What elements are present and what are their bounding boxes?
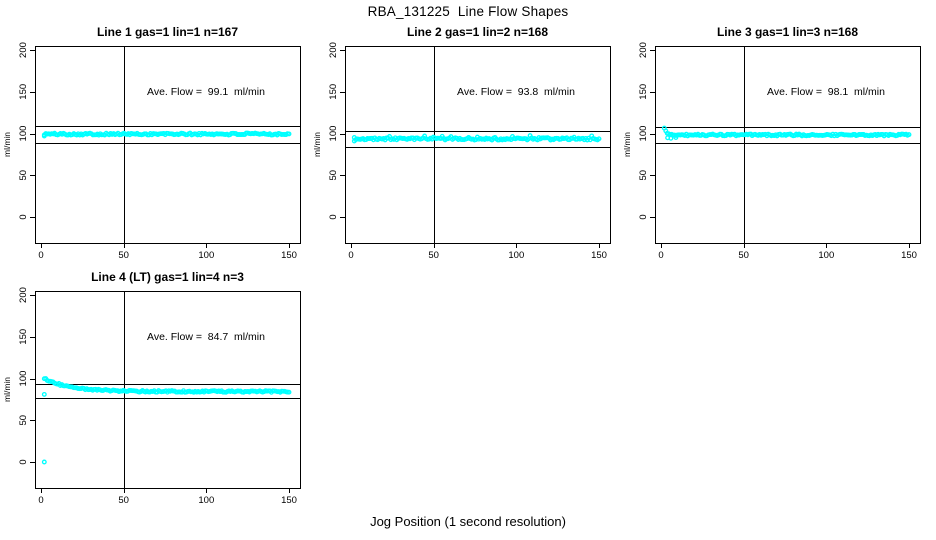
- svg-text:0: 0: [328, 214, 339, 219]
- y-axis-title: ml/min: [2, 377, 12, 402]
- plot-box: [345, 46, 611, 244]
- svg-text:0: 0: [18, 459, 29, 464]
- plot-4: 0 50 100 150 0 50 100 150 200 ml/min: [2, 287, 301, 506]
- plot-3-ave-flow-annotation: Ave. Flow = 98.1 ml/min: [767, 86, 885, 98]
- data-points: [41, 376, 292, 465]
- svg-text:50: 50: [738, 250, 749, 261]
- svg-text:50: 50: [118, 250, 129, 261]
- x-axis-ticks: 0 50 100 150: [38, 243, 297, 261]
- svg-text:150: 150: [281, 250, 297, 261]
- plot-4-title: Line 4 (LT) gas=1 lin=4 n=3: [91, 270, 244, 284]
- svg-text:100: 100: [328, 126, 339, 142]
- plot-1-ave-flow-annotation: Ave. Flow = 99.1 ml/min: [147, 86, 265, 98]
- svg-text:100: 100: [198, 495, 214, 506]
- svg-text:150: 150: [591, 250, 607, 261]
- x-axis-ticks: 0 50 100 150: [658, 243, 917, 261]
- y-axis-title: ml/min: [312, 132, 322, 157]
- reference-lines: [35, 46, 300, 243]
- x-axis-label: Jog Position (1 second resolution): [370, 514, 566, 529]
- svg-text:150: 150: [281, 495, 297, 506]
- plot-3: 0 50 100 150 0 50 100 150 200 ml/min: [622, 42, 921, 261]
- x-axis-ticks: 0 50 100 150: [348, 243, 607, 261]
- svg-text:0: 0: [638, 214, 649, 219]
- data-points: [41, 130, 292, 139]
- y-axis-ticks: 0 50 100 150 200: [18, 287, 35, 465]
- svg-text:150: 150: [901, 250, 917, 261]
- svg-text:100: 100: [18, 126, 29, 142]
- svg-text:50: 50: [328, 170, 339, 181]
- y-axis-ticks: 0 50 100 150 200: [638, 42, 655, 220]
- x-axis-ticks: 0 50 100 150: [38, 488, 297, 506]
- y-axis-ticks: 0 50 100 150 200: [18, 42, 35, 220]
- data-points: [351, 133, 602, 144]
- y-axis-title: ml/min: [622, 132, 632, 157]
- svg-text:100: 100: [508, 250, 524, 261]
- plot-box: [35, 291, 301, 489]
- svg-text:200: 200: [18, 42, 29, 58]
- svg-text:150: 150: [18, 329, 29, 345]
- svg-text:200: 200: [638, 42, 649, 58]
- svg-text:200: 200: [328, 42, 339, 58]
- svg-text:100: 100: [638, 126, 649, 142]
- plot-2: 0 50 100 150 0 50 100 150 200 ml/min: [312, 42, 611, 261]
- svg-text:0: 0: [658, 250, 663, 261]
- y-axis-ticks: 0 50 100 150 200: [328, 42, 345, 220]
- svg-text:0: 0: [38, 250, 43, 261]
- plot-4-ave-flow-annotation: Ave. Flow = 84.7 ml/min: [147, 331, 265, 343]
- plot-3-title: Line 3 gas=1 lin=3 n=168: [716, 25, 859, 39]
- y-axis-title: ml/min: [2, 132, 12, 157]
- data-points: [661, 125, 912, 141]
- svg-text:50: 50: [428, 250, 439, 261]
- plot-2-ave-flow-annotation: Ave. Flow = 93.8 ml/min: [457, 86, 575, 98]
- reference-lines: [655, 46, 920, 243]
- svg-text:0: 0: [348, 250, 353, 261]
- plot-box: [655, 46, 921, 244]
- svg-text:150: 150: [18, 84, 29, 100]
- svg-text:200: 200: [18, 287, 29, 303]
- svg-text:150: 150: [638, 84, 649, 100]
- svg-text:0: 0: [38, 495, 43, 506]
- svg-text:150: 150: [328, 84, 339, 100]
- plot-2-title: Line 2 gas=1 lin=2 n=168: [406, 25, 549, 39]
- reference-lines: [345, 46, 610, 243]
- svg-text:100: 100: [18, 371, 29, 387]
- svg-text:50: 50: [18, 415, 29, 426]
- page-title: RBA_131225 Line Flow Shapes: [367, 4, 569, 19]
- plot-1-title: Line 1 gas=1 lin=1 n=167: [96, 25, 239, 39]
- svg-text:50: 50: [118, 495, 129, 506]
- svg-text:50: 50: [638, 170, 649, 181]
- svg-text:100: 100: [198, 250, 214, 261]
- plot-box: [35, 46, 301, 244]
- svg-text:50: 50: [18, 170, 29, 181]
- plot-1: 0 50 100 150 0 50 100 150 200 ml/min: [2, 42, 301, 261]
- svg-text:100: 100: [818, 250, 834, 261]
- svg-text:0: 0: [18, 214, 29, 219]
